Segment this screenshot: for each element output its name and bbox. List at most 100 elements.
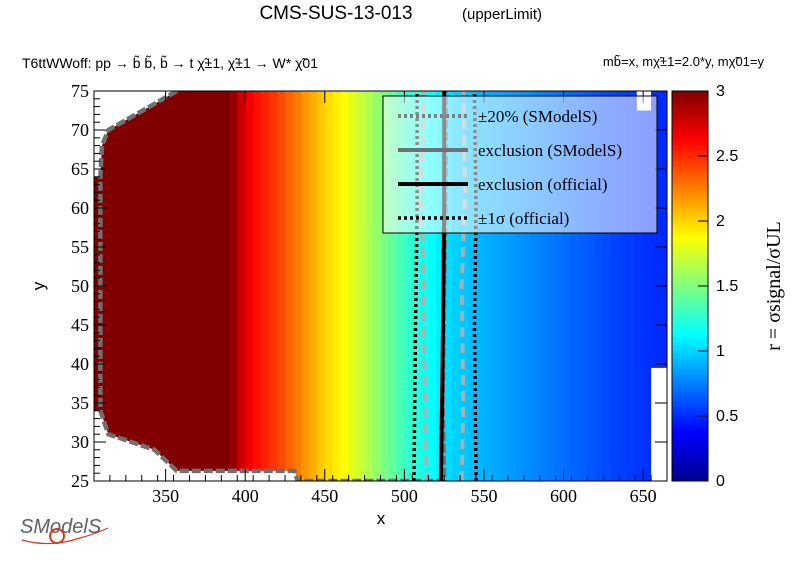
heatmap-column: [372, 91, 382, 481]
heatmap-column: [539, 91, 549, 481]
heatmap-column: [173, 91, 183, 481]
legend-label: ±20% (SModelS): [478, 107, 597, 126]
legend-box: [382, 95, 658, 234]
y-tick-label: 50: [71, 276, 89, 296]
x-tick-label: 600: [550, 486, 577, 506]
y-tick-label: 60: [71, 198, 89, 218]
y-tick-label: 45: [71, 315, 89, 335]
heatmap-column: [245, 91, 254, 481]
smodels-logo: SModelS: [20, 516, 109, 545]
z-tick-label: 2: [716, 213, 725, 230]
heatmap-column: [468, 91, 477, 481]
no-data-region: [94, 410, 298, 481]
legend-label: ±1σ (official): [478, 209, 569, 228]
x-tick-label: 450: [311, 486, 338, 506]
x-axis: 350 400 450 500 550 600 650: [93, 91, 668, 506]
heatmap-column: [165, 91, 175, 481]
heatmap-column: [388, 91, 398, 481]
x-tick-label: 650: [630, 486, 657, 506]
heatmap-column: [396, 91, 405, 481]
heatmap-column: [300, 91, 310, 481]
heatmap-column: [141, 91, 151, 481]
heatmap-column: [515, 91, 525, 481]
color-bar-axis: 0 0.5 1 1.5 2 2.5 3: [698, 83, 738, 490]
legend-label: exclusion (SModelS): [478, 141, 622, 160]
heatmap-column: [221, 91, 230, 481]
heatmap-column: [483, 91, 493, 481]
heatmap-column: [149, 91, 159, 481]
y-tick-label: 65: [71, 159, 89, 179]
heatmap-column: [404, 91, 413, 481]
process-label: T6ttWWoff: pp → b̃ b̃, b̃ → t χ̃±1, χ̃±1…: [22, 55, 318, 71]
heatmap-column: [460, 91, 469, 481]
logo-text: SModelS: [20, 516, 102, 538]
heatmap-column: [523, 91, 533, 481]
heatmap-column: [555, 91, 565, 481]
heatmap-column: [611, 91, 620, 481]
y-axis: 25 30 35 40 45 50 55 60 65 70 75: [71, 81, 667, 491]
heatmap-column: [237, 91, 246, 481]
heatmap-column: [499, 91, 509, 481]
heatmap-column: [189, 91, 199, 481]
heatmap-column: [452, 91, 461, 481]
heatmap-column: [587, 91, 596, 481]
heatmap-column: [436, 91, 445, 481]
heatmap-column: [627, 91, 636, 481]
heatmap-column: [491, 91, 501, 481]
no-data-region: [94, 91, 177, 177]
heatmap-column: [356, 91, 366, 481]
z-tick-label: 1: [716, 343, 725, 360]
heatmap-column: [507, 91, 517, 481]
heatmap-column: [277, 91, 286, 481]
heatmap-column: [133, 91, 143, 481]
heatmap-column: [125, 91, 135, 481]
heatmap-column: [348, 91, 358, 481]
y-tick-label: 25: [71, 471, 89, 491]
heatmap-column: [308, 91, 318, 481]
heatmap-column: [332, 91, 342, 481]
color-bar-label: r = σsignal/σUL: [763, 221, 785, 351]
plot-area: [94, 91, 667, 481]
heatmap-column: [101, 91, 111, 481]
y-tick-label: 55: [71, 237, 89, 257]
y-tick-label: 75: [71, 81, 89, 101]
heatmap-column: [197, 91, 207, 481]
heatmap-column: [444, 91, 453, 481]
y-tick-label: 30: [71, 432, 89, 452]
mass-label: mb̃=x, mχ̃±1=2.0*y, mχ̃01=y: [603, 54, 765, 69]
z-tick-label: 3: [716, 83, 725, 100]
x-tick-label: 500: [391, 486, 418, 506]
heatmap-column: [364, 91, 374, 481]
heatmap-column: [531, 91, 541, 481]
heatmap-column: [547, 91, 557, 481]
heatmap-column: [117, 91, 127, 481]
y-tick-label: 40: [71, 354, 89, 374]
heatmap-column: [213, 91, 222, 481]
heatmap-column: [253, 91, 262, 481]
heatmap-column: [285, 91, 294, 481]
chart-subtitle: (upperLimit): [462, 6, 542, 23]
heatmap-column: [340, 91, 350, 481]
legend-label: exclusion (official): [478, 175, 608, 194]
z-tick-label: 0: [716, 473, 725, 490]
heatmap-column: [205, 91, 214, 481]
chart-title: CMS-SUS-13-013: [259, 3, 412, 24]
z-tick-label: 0.5: [716, 408, 738, 425]
y-tick-label: 70: [71, 120, 89, 140]
heatmap-column: [269, 91, 278, 481]
x-tick-label: 350: [152, 486, 179, 506]
y-axis-label: y: [29, 281, 48, 290]
heatmap-column: [181, 91, 191, 481]
z-tick-label: 1.5: [716, 278, 738, 295]
heatmap-column: [380, 91, 390, 481]
y-tick-label: 35: [71, 393, 89, 413]
heatmap-column: [476, 91, 485, 481]
legend: ±20% (SModelS) exclusion (SModelS) exclusi…: [382, 95, 658, 234]
z-tick-label: 2.5: [716, 148, 738, 165]
heatmap-column: [412, 91, 421, 481]
x-axis-label: x: [377, 509, 386, 528]
heatmap-column: [571, 91, 581, 481]
logo-swoosh: [21, 527, 109, 545]
x-tick-label: 400: [232, 486, 259, 506]
